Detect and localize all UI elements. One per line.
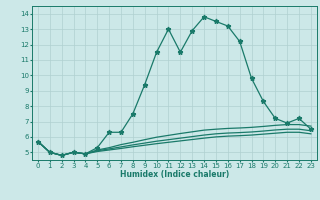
X-axis label: Humidex (Indice chaleur): Humidex (Indice chaleur): [120, 170, 229, 179]
